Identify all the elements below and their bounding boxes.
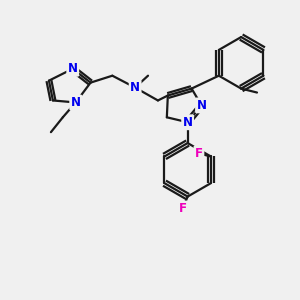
Text: N: N [71, 96, 81, 109]
Text: N: N [196, 99, 206, 112]
Text: N: N [68, 62, 78, 75]
Text: F: F [195, 147, 203, 160]
Text: N: N [183, 116, 193, 129]
Text: F: F [179, 202, 187, 215]
Text: N: N [130, 81, 140, 94]
